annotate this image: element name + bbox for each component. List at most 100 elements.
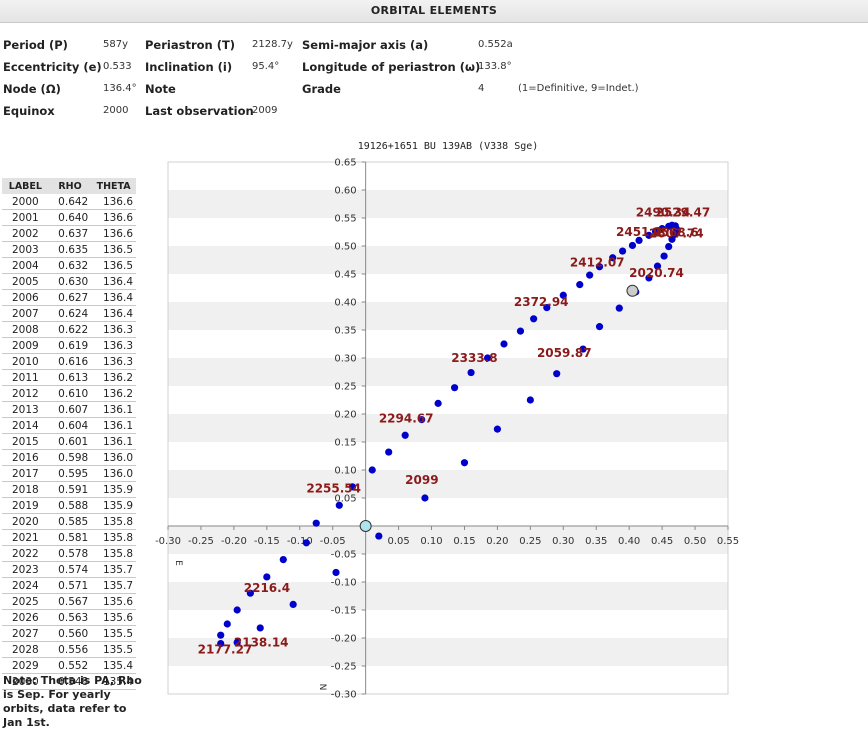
rho-cell: 0.637 [48, 225, 92, 242]
rho-cell: 0.635 [48, 241, 92, 258]
theta-cell: 136.0 [91, 449, 136, 466]
table-row: 2026 0.563 135.6 [2, 609, 136, 626]
x-tick-label: 0.55 [717, 536, 739, 547]
theta-cell: 135.4 [91, 673, 136, 690]
last-observation-value: 2009 [252, 105, 278, 116]
table-row: 2011 0.613 136.2 [2, 369, 136, 386]
x-tick-label: 0.20 [486, 536, 508, 547]
y-tick-label: 0.50 [334, 242, 356, 253]
table-row: 2004 0.632 136.5 [2, 257, 136, 274]
orbit-point [526, 396, 534, 404]
rho-cell: 0.588 [48, 497, 92, 514]
table-row: 2001 0.640 136.6 [2, 209, 136, 226]
orbit-point [628, 241, 637, 250]
column-header-rho: RHO [48, 178, 92, 194]
y-tick-label: 0.25 [334, 382, 356, 393]
x-tick-label: 0.10 [420, 536, 442, 547]
column-header-theta: THETA [91, 178, 136, 194]
theta-cell: 135.8 [91, 529, 136, 546]
x-tick-label: 0.05 [387, 536, 409, 547]
theta-cell: 136.0 [91, 465, 136, 482]
table-row: 2017 0.595 136.0 [2, 465, 136, 482]
epoch-label: 2099 [405, 473, 438, 487]
orbit-point [615, 304, 623, 312]
y-tick-label: 0.65 [334, 158, 356, 169]
label-cell: 2003 [2, 241, 49, 258]
label-cell: 2029 [2, 657, 49, 674]
table-row: 2027 0.560 135.5 [2, 625, 136, 642]
rho-cell: 0.585 [48, 513, 92, 530]
orbit-point [553, 370, 561, 378]
label-cell: 2002 [2, 225, 49, 242]
semimajor-value: 0.552a [478, 39, 513, 50]
longitude-value: 133.8° [478, 61, 512, 72]
theta-cell: 136.3 [91, 353, 136, 370]
table-row: 2000 0.642 136.6 [2, 194, 136, 210]
orbit-point [579, 345, 587, 353]
orbit-point [233, 638, 241, 647]
orbit-point [385, 448, 393, 456]
ephemeris-table-body: 2000 0.642 136.6 2001 0.640 136.6 2002 0.637 136… [2, 194, 136, 690]
plot-frame [167, 161, 729, 695]
label-cell: 2006 [2, 289, 49, 306]
table-row: 2002 0.637 136.6 [2, 225, 136, 242]
label-cell: 2030 [2, 673, 49, 690]
x-tick-label: 0.30 [552, 536, 574, 547]
rho-cell: 0.578 [48, 545, 92, 562]
rho-cell: 0.574 [48, 561, 92, 578]
rho-cell: 0.598 [48, 449, 92, 466]
theta-cell: 135.6 [91, 609, 136, 626]
orbit-point [645, 274, 653, 282]
table-row: 2010 0.616 136.3 [2, 353, 136, 370]
theta-cell: 136.4 [91, 305, 136, 322]
orbit-point [500, 340, 508, 348]
table-header-row: LABEL RHO THETA [2, 178, 136, 194]
orbit-point [289, 600, 297, 608]
grid-band [168, 470, 728, 498]
orbit-point [302, 539, 310, 547]
theta-cell: 135.9 [91, 481, 136, 498]
rho-cell: 0.560 [48, 625, 92, 642]
label-cell: 2009 [2, 337, 49, 354]
theta-cell: 136.1 [91, 433, 136, 450]
theta-cell: 136.5 [91, 257, 136, 274]
grade-hint: (1=Definitive, 9=Indet.) [518, 83, 639, 94]
orbit-point [279, 556, 287, 564]
orbit-point [653, 262, 662, 270]
table-row: 2021 0.581 135.8 [2, 529, 136, 546]
rho-cell: 0.624 [48, 305, 92, 322]
table-row: 2013 0.607 136.1 [2, 401, 136, 418]
theta-cell: 135.7 [91, 561, 136, 578]
page-title: ORBITAL ELEMENTS [0, 0, 868, 23]
x-tick-label: 0.25 [519, 536, 541, 547]
theta-cell: 136.2 [91, 369, 136, 386]
y-tick-label: 0.20 [334, 410, 356, 421]
inclination-value: 95.4° [252, 61, 280, 72]
label-cell: 2014 [2, 417, 49, 434]
y-tick-label: 0.45 [334, 270, 356, 281]
last-observation-label: Last observation [145, 104, 254, 118]
x-tick-label: -0.30 [155, 536, 181, 547]
rho-cell: 0.622 [48, 321, 92, 338]
x-tick-label: -0.20 [221, 536, 247, 547]
theta-cell: 136.4 [91, 289, 136, 306]
label-cell: 2008 [2, 321, 49, 338]
label-cell: 2007 [2, 305, 49, 322]
orbit-point [559, 291, 567, 299]
table-note: Note: Theta is PA, Rho is Sep. For yearl… [3, 674, 142, 729]
epoch-label: 2216.4 [244, 581, 290, 595]
rho-cell: 0.563 [48, 609, 92, 626]
rho-cell: 0.619 [48, 337, 92, 354]
x-tick-label: 0.35 [585, 536, 607, 547]
orbit-point [460, 459, 469, 467]
orbit-point [493, 425, 502, 433]
label-cell: 2018 [2, 481, 49, 498]
rho-cell: 0.556 [48, 641, 92, 658]
column-header-label: LABEL [2, 178, 49, 194]
theta-cell: 136.4 [91, 273, 136, 290]
orbit-point [421, 494, 429, 502]
table-row: 2003 0.635 136.5 [2, 241, 136, 258]
equinox-label: Equinox [3, 104, 55, 118]
epoch-label: 2177.27 [198, 643, 253, 657]
theta-cell: 135.8 [91, 513, 136, 530]
